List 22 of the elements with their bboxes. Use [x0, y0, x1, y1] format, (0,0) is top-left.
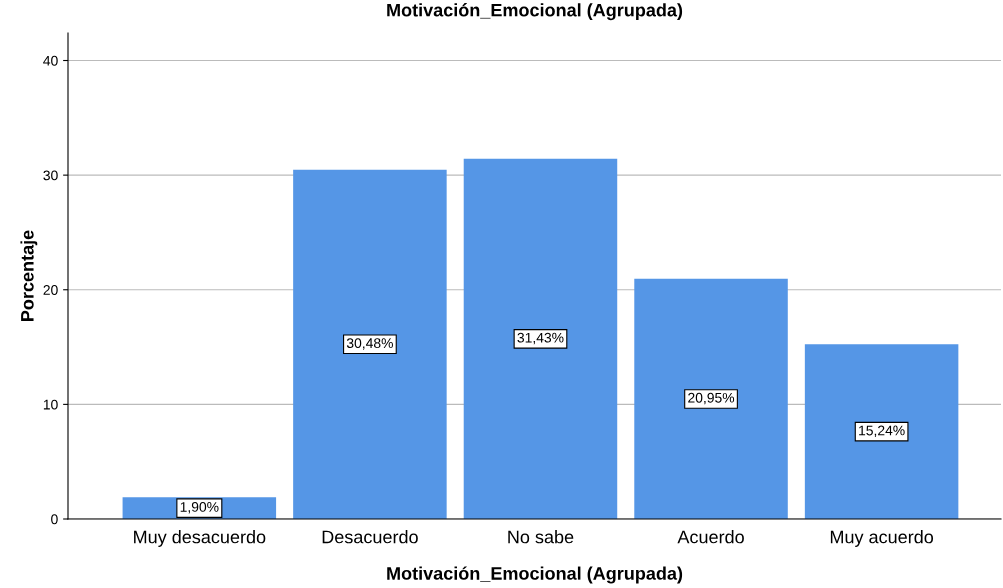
data-label: 20,95%	[688, 392, 735, 405]
data-label: 30,48%	[346, 338, 393, 350]
data-label: 31,43%	[517, 332, 564, 345]
data-label: 15,24%	[859, 425, 905, 438]
x-axis-title: Motivación_Emocional (Agrupada)	[387, 566, 683, 584]
x-tick-label: Desacuerdo	[322, 530, 418, 544]
y-tick-label: 0	[51, 514, 58, 525]
y-tick-label: 40	[43, 55, 58, 66]
y-axis-title: Porcentaje	[20, 230, 38, 321]
y-tick-label: 30	[43, 170, 58, 181]
y-tick-label: 10	[43, 399, 58, 410]
x-tick-label: Muy desacuerdo	[134, 530, 266, 547]
x-tick-label: Muy acuerdo	[830, 530, 934, 547]
chart-title: Motivación_Emocional (Agrupada)	[387, 3, 683, 21]
bar	[804, 344, 959, 519]
bar	[293, 169, 447, 519]
y-tick-label: 20	[43, 285, 58, 295]
bar	[634, 278, 788, 519]
x-tick-label: Acuerdo	[677, 530, 744, 544]
data-label: 1,90%	[180, 502, 219, 514]
x-tick-label: No sabe	[508, 530, 574, 544]
bar	[463, 158, 618, 519]
